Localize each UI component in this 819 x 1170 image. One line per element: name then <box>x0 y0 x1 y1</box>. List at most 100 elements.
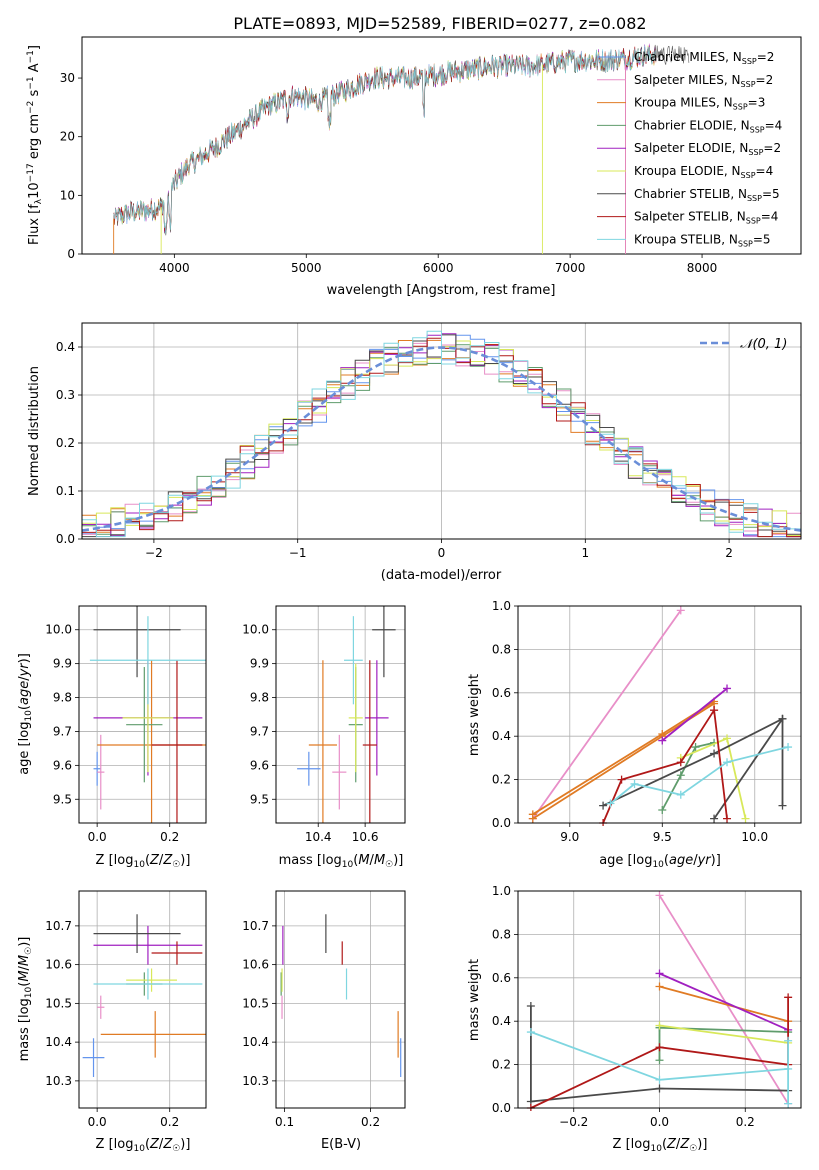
y-tick-label: 0.8 <box>492 642 511 656</box>
figure-title: PLATE=0893, MJD=52589, FIBERID=0277, z=0… <box>233 14 646 33</box>
y-tick-label: 0.2 <box>56 436 75 450</box>
axes-frame <box>78 605 207 824</box>
weight-series-line <box>713 710 728 819</box>
x-tick-label: 0.2 <box>160 1115 179 1129</box>
y-tick-label: 0.4 <box>492 1014 511 1028</box>
weight-marker <box>778 714 787 723</box>
x-tick-label: 0.0 <box>650 1115 669 1129</box>
weight-marker <box>655 891 664 900</box>
residual-panel: −2 −1 0 1 2 0.0 0.1 0.2 0.3 0.4 (data-model)/erro… <box>27 322 802 583</box>
y-tick-label: 9.7 <box>250 724 269 738</box>
weight-marker <box>658 805 667 814</box>
weight-marker <box>778 801 787 810</box>
x-tick-label: −2 <box>145 546 163 560</box>
age-vs-metallicity-panel: 0.0 0.2 9.5 9.6 9.7 9.8 9.9 10.0 <box>45 605 207 844</box>
weight-marker <box>599 801 608 810</box>
axes-frame <box>275 890 406 1109</box>
y-tick-label: 10.4 <box>45 1035 72 1049</box>
weight-marker <box>723 684 732 693</box>
y-tick-label: 30 <box>60 71 75 85</box>
weight-series-line <box>532 700 715 816</box>
legend-label: Kroupa MILES, NSSP=3 <box>634 96 765 112</box>
weight-series-line <box>661 687 728 742</box>
mass-vs-extinction-panel: 0.1 0.2 10.3 10.4 10.5 10.6 10.7 <box>242 890 406 1129</box>
x-tick-label: 0.2 <box>361 1115 380 1129</box>
weight-marker <box>606 799 615 808</box>
residual-histograms <box>82 330 801 538</box>
weight-series-line <box>602 709 715 824</box>
y-tick-label: 0.2 <box>492 1058 511 1072</box>
legend-label: Chabrier STELIB, NSSP=5 <box>634 187 780 203</box>
y-tick-label: 0.6 <box>492 686 511 700</box>
residual-histogram <box>82 333 801 538</box>
weight-marker <box>710 706 719 715</box>
y-tick-label: 0.0 <box>492 1101 511 1115</box>
y-tick-label: 0.8 <box>492 927 511 941</box>
weight-series-line <box>530 997 789 1109</box>
massE-xlabel: E(B-V) <box>321 1137 361 1152</box>
y-tick-label: 9.8 <box>53 691 72 705</box>
x-tick-label: 1 <box>581 546 589 560</box>
x-tick-label: 8000 <box>687 261 718 275</box>
y-tick-label: 0.3 <box>56 388 75 402</box>
y-tick-label: 0.4 <box>492 729 511 743</box>
weight-marker <box>655 982 664 991</box>
x-tick-label: −0.2 <box>559 1115 588 1129</box>
spectrum-xlabel: wavelength [Angstrom, rest frame] <box>327 283 556 298</box>
legend-label: Salpeter MILES, NSSP=2 <box>634 73 773 89</box>
x-tick-label: 6000 <box>423 261 454 275</box>
legend-label: Chabrier ELODIE, NSSP=4 <box>634 118 782 134</box>
y-tick-label: 10.5 <box>242 996 269 1010</box>
y-tick-label: 9.5 <box>250 792 269 806</box>
y-tick-label: 10.6 <box>242 958 269 972</box>
axes-frame <box>517 890 802 1109</box>
weight-marker <box>655 1056 664 1065</box>
ageZ-xlabel: Z [log10(Z/Z☉)] <box>96 853 191 870</box>
weight-marker <box>710 814 719 823</box>
weight-marker <box>655 969 664 978</box>
weight-marker <box>784 1036 793 1045</box>
y-tick-label: 0.2 <box>492 773 511 787</box>
weight-marker <box>676 758 685 767</box>
weight-marker <box>655 1043 664 1052</box>
weight-marker <box>723 758 732 767</box>
ageZ-ylabel: age [log10(age/yr)] <box>17 653 34 775</box>
y-tick-label: 10.5 <box>45 996 72 1010</box>
weight-marker <box>655 1075 664 1084</box>
y-tick-label: 10.4 <box>242 1035 269 1049</box>
y-tick-label: 0.0 <box>492 816 511 830</box>
weight-series-line <box>659 1024 789 1044</box>
weight-series-line <box>532 609 682 820</box>
weight-marker <box>710 749 719 758</box>
x-tick-label: 0.2 <box>736 1115 755 1129</box>
weight-marker <box>784 1099 793 1108</box>
x-tick-label: 2 <box>725 546 733 560</box>
legend-label: Chabrier MILES, NSSP=2 <box>634 50 774 66</box>
weight-series-line <box>659 985 789 1023</box>
weight-marker <box>676 606 685 615</box>
weight-marker <box>655 1021 664 1030</box>
weight-vs-age-panel: 9.0 9.5 10.0 0.0 0.2 0.4 0.6 0.8 1.0 <box>492 599 802 844</box>
y-tick-label: 9.7 <box>53 724 72 738</box>
y-tick-label: 10.7 <box>45 919 72 933</box>
weight-series-line <box>659 972 789 1031</box>
weight-marker <box>658 736 667 745</box>
weight-marker <box>691 743 700 752</box>
weight-series-line <box>530 1006 789 1103</box>
y-tick-label: 1.0 <box>492 884 511 898</box>
weight-series-line <box>680 737 747 819</box>
y-tick-label: 0.4 <box>56 340 75 354</box>
legend-label: Salpeter STELIB, NSSP=4 <box>634 210 778 226</box>
x-tick-label: 0.2 <box>160 830 179 844</box>
weight-marker <box>723 814 732 823</box>
y-tick-label: 0.1 <box>56 484 75 498</box>
residual-legend-label: 𝒩(0, 1) <box>740 337 787 352</box>
weight-marker <box>630 779 639 788</box>
x-tick-label: 0.0 <box>88 830 107 844</box>
x-tick-label: 9.0 <box>560 830 579 844</box>
massZ-ylabel: mass [log10(M/M☉)] <box>17 937 34 1062</box>
x-tick-label: 4000 <box>159 261 190 275</box>
normal-curve <box>82 346 801 532</box>
wZ-xlabel: Z [log10(Z/Z☉)] <box>613 1137 708 1154</box>
weight-series-line <box>602 717 783 807</box>
